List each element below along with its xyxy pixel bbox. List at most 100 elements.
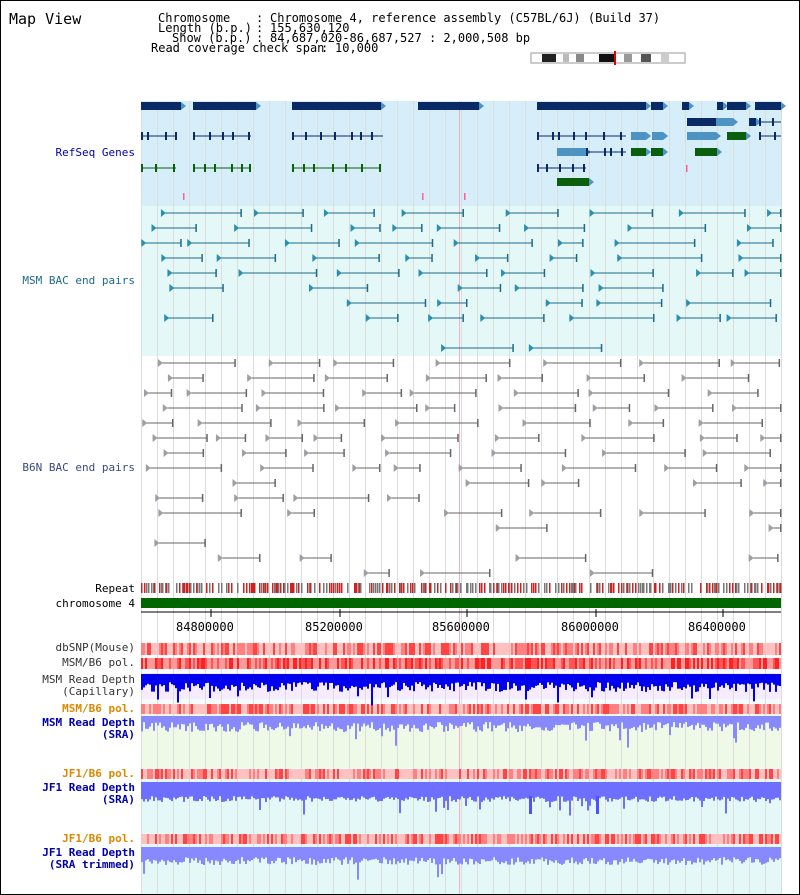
b6n-bac-pair-end[interactable]: [584, 554, 587, 562]
polymorphism-cell[interactable]: [295, 643, 297, 655]
read-depth-bar[interactable]: [469, 847, 471, 859]
polymorphism-cell[interactable]: [385, 834, 387, 844]
polymorphism-cell[interactable]: [147, 704, 149, 714]
read-depth-bar[interactable]: [373, 782, 375, 797]
polymorphism-cell[interactable]: [223, 704, 225, 714]
polymorphism-cell[interactable]: [215, 834, 217, 844]
polymorphism-cell[interactable]: [203, 769, 205, 779]
polymorphism-cell[interactable]: [141, 643, 143, 655]
read-depth-bar[interactable]: [229, 716, 231, 732]
read-depth-bar[interactable]: [403, 674, 405, 683]
b6n-bac-pair-end[interactable]: [352, 464, 358, 472]
polymorphism-cell[interactable]: [155, 769, 157, 779]
polymorphism-cell[interactable]: [451, 769, 453, 779]
repeat-element[interactable]: [358, 583, 360, 593]
read-depth-bar[interactable]: [311, 674, 313, 690]
polymorphism-cell[interactable]: [409, 834, 411, 844]
repeat-element[interactable]: [706, 583, 708, 593]
polymorphism-cell[interactable]: [373, 658, 375, 669]
read-depth-bar[interactable]: [193, 674, 195, 687]
polymorphism-cell[interactable]: [393, 704, 395, 714]
read-depth-bar[interactable]: [773, 847, 775, 862]
polymorphism-cell[interactable]: [745, 704, 747, 714]
read-depth-bar[interactable]: [235, 847, 237, 862]
msm-bac-pair-end[interactable]: [457, 284, 463, 292]
read-depth-bar[interactable]: [691, 674, 693, 699]
read-depth-bar[interactable]: [555, 716, 557, 725]
read-depth-bar[interactable]: [701, 716, 703, 725]
polymorphism-cell[interactable]: [231, 704, 233, 714]
polymorphism-cell[interactable]: [399, 658, 401, 669]
read-depth-bar[interactable]: [659, 782, 661, 797]
polymorphism-cell[interactable]: [477, 704, 479, 714]
read-depth-bar[interactable]: [347, 782, 349, 798]
read-depth-bar[interactable]: [659, 716, 661, 723]
polymorphism-cell[interactable]: [481, 834, 483, 844]
read-depth-bar[interactable]: [217, 674, 219, 689]
polymorphism-cell[interactable]: [755, 704, 757, 714]
polymorphism-cell[interactable]: [699, 704, 701, 714]
read-depth-bar[interactable]: [597, 847, 599, 862]
b6n-bac-pair-end[interactable]: [500, 509, 503, 517]
repeat-element[interactable]: [231, 583, 233, 593]
polymorphism-cell[interactable]: [605, 834, 607, 844]
read-depth-bar[interactable]: [333, 716, 335, 730]
gene-exon[interactable]: [585, 132, 587, 140]
read-depth-bar[interactable]: [213, 674, 215, 692]
polymorphism-cell[interactable]: [659, 643, 661, 655]
read-depth-bar[interactable]: [685, 847, 687, 865]
gene-exon[interactable]: [141, 164, 143, 172]
read-depth-bar[interactable]: [199, 674, 201, 688]
read-depth-bar[interactable]: [641, 847, 643, 863]
read-depth-bar[interactable]: [265, 716, 267, 725]
read-depth-bar[interactable]: [779, 782, 781, 801]
polymorphism-cell[interactable]: [289, 704, 291, 714]
polymorphism-cell[interactable]: [531, 834, 533, 844]
read-depth-bar[interactable]: [733, 674, 735, 684]
read-depth-bar[interactable]: [211, 847, 213, 861]
polymorphism-cell[interactable]: [483, 769, 485, 779]
polymorphism-cell[interactable]: [303, 643, 305, 655]
polymorphism-cell[interactable]: [147, 658, 149, 669]
read-depth-bar[interactable]: [615, 674, 617, 692]
read-depth-bar[interactable]: [737, 716, 739, 723]
polymorphism-cell[interactable]: [201, 658, 203, 669]
polymorphism-cell[interactable]: [429, 834, 431, 844]
repeat-element[interactable]: [662, 583, 664, 593]
read-depth-bar[interactable]: [733, 847, 735, 858]
polymorphism-cell[interactable]: [173, 658, 175, 669]
polymorphism-cell[interactable]: [729, 658, 731, 669]
repeat-element[interactable]: [597, 583, 599, 593]
read-depth-bar[interactable]: [221, 847, 223, 862]
polymorphism-cell[interactable]: [735, 704, 737, 714]
polymorphism-cell[interactable]: [409, 769, 411, 779]
polymorphism-cell[interactable]: [155, 658, 157, 669]
read-depth-bar[interactable]: [227, 674, 229, 689]
polymorphism-cell[interactable]: [387, 834, 389, 844]
read-depth-bar[interactable]: [647, 716, 649, 725]
polymorphism-cell[interactable]: [243, 704, 245, 714]
gene-exon[interactable]: [305, 132, 307, 140]
read-depth-bar[interactable]: [491, 847, 493, 861]
read-depth-bar[interactable]: [171, 716, 173, 723]
polymorphism-cell[interactable]: [583, 834, 585, 844]
read-depth-bar[interactable]: [591, 847, 593, 859]
read-depth-bar[interactable]: [703, 716, 705, 725]
read-depth-bar[interactable]: [207, 716, 209, 730]
b6n-bac-pair-end[interactable]: [322, 389, 325, 397]
polymorphism-cell[interactable]: [507, 834, 509, 844]
polymorphism-cell[interactable]: [697, 658, 699, 669]
polymorphism-cell[interactable]: [775, 704, 777, 714]
read-depth-bar[interactable]: [701, 674, 703, 684]
polymorphism-cell[interactable]: [329, 704, 331, 714]
read-depth-bar[interactable]: [577, 674, 579, 683]
polymorphism-cell[interactable]: [385, 658, 387, 669]
b6n-bac-pair-end[interactable]: [740, 479, 742, 487]
polymorphism-cell[interactable]: [291, 658, 293, 669]
read-depth-bar[interactable]: [325, 847, 327, 863]
msm-bac-pair-end[interactable]: [436, 224, 442, 232]
repeat-element[interactable]: [555, 583, 557, 593]
read-depth-bar[interactable]: [621, 847, 623, 859]
polymorphism-cell[interactable]: [381, 834, 383, 844]
read-depth-bar[interactable]: [681, 674, 683, 690]
